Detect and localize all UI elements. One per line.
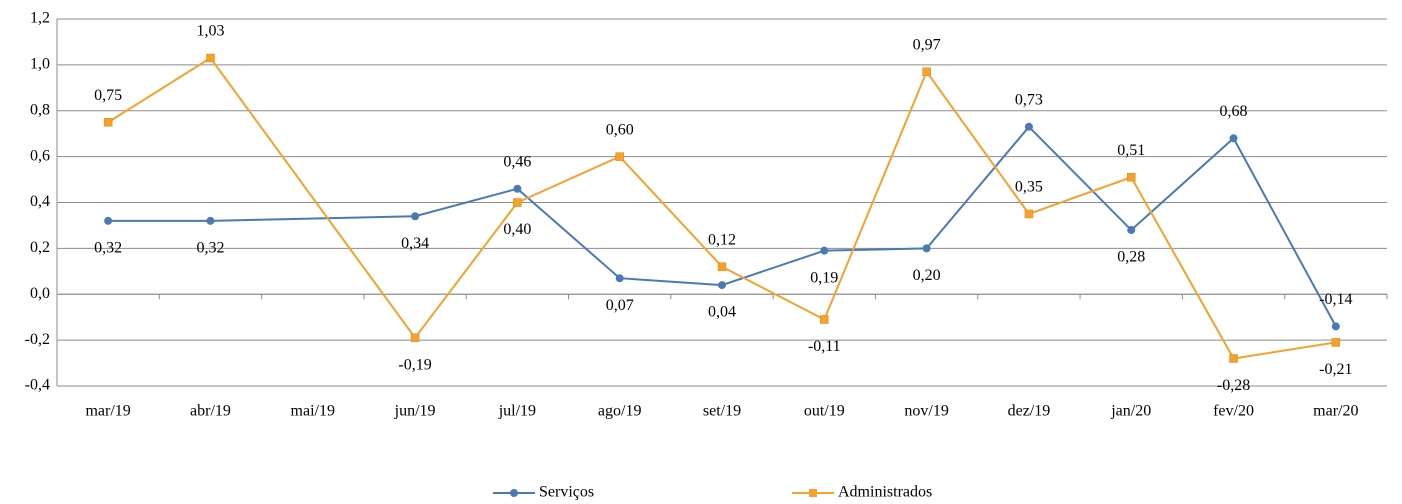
value-label: -0,11	[808, 338, 841, 355]
x-tick-label: out/19	[804, 403, 845, 420]
x-tick-label: mar/19	[85, 403, 130, 420]
y-tick-label: -0,4	[25, 377, 50, 394]
value-label: 1,03	[196, 23, 224, 40]
point	[718, 281, 726, 290]
x-tick-label: nov/19	[904, 403, 948, 420]
value-label: 0,07	[606, 297, 634, 314]
value-label: 0,60	[606, 121, 634, 138]
point	[513, 198, 522, 207]
y-tick-label: 0,6	[30, 147, 50, 164]
gap-connector	[209, 57, 416, 339]
value-label: 0,12	[708, 231, 736, 248]
point	[410, 333, 420, 343]
point	[1024, 209, 1034, 219]
x-tick-label: dez/19	[1008, 403, 1051, 420]
y-tick-label: 1,0	[30, 56, 50, 73]
value-label: 0,20	[913, 267, 941, 284]
point	[1229, 134, 1238, 143]
point	[820, 246, 829, 255]
legend-label: Serviços	[539, 484, 594, 501]
point	[104, 216, 113, 225]
value-label: 0,04	[708, 304, 736, 321]
point	[1331, 338, 1341, 347]
point	[615, 152, 624, 161]
value-label: 0,46	[503, 153, 531, 170]
y-tick-label: 0,8	[30, 101, 50, 118]
value-label: -0,21	[1319, 361, 1352, 378]
x-tick-label: fev/20	[1213, 403, 1254, 420]
value-label: 0,34	[401, 235, 429, 252]
value-label: 0,40	[503, 221, 531, 238]
x-tick-label: set/19	[703, 403, 741, 420]
value-label: 0,75	[94, 87, 122, 104]
point	[206, 216, 215, 225]
series-line	[107, 57, 1337, 360]
legend-marker	[510, 489, 518, 497]
point	[1331, 322, 1340, 331]
x-tick-label: mai/19	[291, 403, 335, 420]
legend-label: Administrados	[838, 484, 932, 501]
point	[1229, 354, 1238, 363]
value-label: 0,97	[913, 36, 941, 53]
point	[717, 262, 727, 271]
y-tick-label: 1,2	[30, 10, 50, 27]
value-label: 0,73	[1015, 91, 1043, 108]
value-label: 0,51	[1117, 142, 1145, 159]
x-tick-label: jan/20	[1110, 403, 1151, 420]
y-tick-label: 0,2	[30, 239, 50, 256]
point	[820, 315, 829, 324]
value-label: -0,19	[398, 357, 431, 374]
point	[922, 244, 931, 253]
point	[1126, 173, 1136, 182]
value-label: -0,28	[1217, 377, 1250, 394]
gap-connector	[210, 215, 416, 222]
point	[206, 53, 215, 63]
point	[103, 117, 113, 127]
series-line	[108, 125, 1337, 327]
x-tick-label: mar/20	[1313, 403, 1358, 420]
point	[922, 67, 931, 77]
point	[411, 212, 420, 221]
point	[615, 274, 624, 283]
value-label: 0,28	[1117, 249, 1145, 266]
value-label: 0,35	[1015, 179, 1043, 196]
x-tick-label: abr/19	[190, 403, 231, 420]
legend-marker	[809, 489, 817, 497]
point	[513, 184, 522, 193]
x-tick-label: jul/19	[498, 403, 536, 420]
y-tick-label: -0,2	[25, 331, 50, 348]
point	[1024, 122, 1033, 131]
point	[1127, 226, 1136, 235]
value-label: -0,14	[1319, 291, 1352, 308]
y-tick-label: 0,4	[30, 193, 50, 210]
x-tick-label: ago/19	[598, 403, 642, 420]
value-label: 0,32	[196, 240, 224, 257]
value-label: 0,19	[810, 269, 838, 286]
y-tick-label: 0,0	[30, 285, 50, 302]
x-tick-label: jun/19	[394, 403, 436, 420]
value-label: 0,68	[1220, 103, 1248, 120]
value-label: 0,32	[94, 240, 122, 257]
